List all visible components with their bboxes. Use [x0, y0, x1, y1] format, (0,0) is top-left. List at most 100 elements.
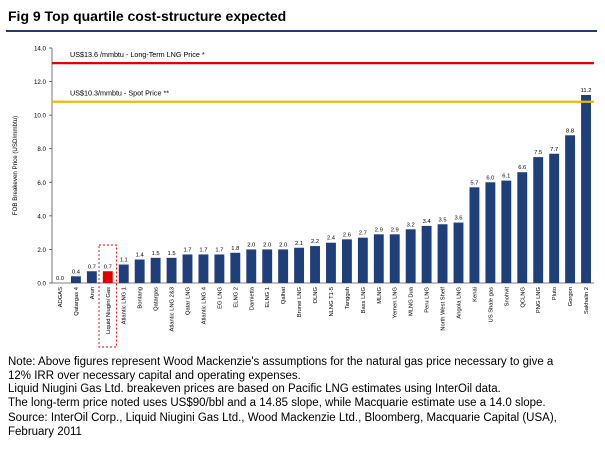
reference-line-label-0: US$13.6 /mmbtu - Long-Term LNG Price * [70, 50, 205, 59]
bar-33 [581, 95, 591, 283]
data-label-3: 0.7 [104, 264, 112, 270]
category-label-13: ELNG 1 [265, 287, 271, 308]
note-line-1: Note: Above figures represent Wood Macke… [8, 356, 554, 368]
category-label-2: Arun [90, 287, 96, 299]
category-label-16: OLNG [313, 287, 319, 304]
data-label-25: 3.6 [454, 216, 462, 222]
y-tick-label: 14.0 [34, 46, 47, 53]
data-label-18: 2.6 [343, 232, 351, 238]
bar-26 [469, 187, 480, 283]
category-label-19: Bass LNG [361, 287, 367, 314]
bar-21 [389, 234, 400, 283]
data-label-2: 0.7 [88, 264, 96, 270]
category-label-10: EG LNG [217, 287, 223, 309]
category-label-0: ADGAS [58, 287, 64, 307]
bar-27 [485, 182, 496, 283]
data-label-0: 0.0 [56, 276, 64, 282]
data-label-4: 1.1 [120, 258, 128, 264]
data-label-15: 2.1 [295, 241, 303, 247]
data-label-31: 7.7 [550, 147, 558, 153]
data-label-5: 1.4 [136, 253, 145, 259]
category-label-1: Qatargas 4 [74, 286, 80, 315]
data-label-9: 1.7 [199, 247, 207, 253]
y-tick-label: 4.0 [37, 213, 46, 220]
category-label-21: Yemen LNG [393, 287, 399, 319]
category-label-7: Atlantic LNG 2&3 [170, 287, 176, 331]
y-tick-label: 8.0 [37, 146, 46, 153]
y-axis-label: FOB Breakeven Price (USD/mmbtu) [12, 116, 19, 215]
bar-2 [86, 271, 97, 283]
category-label-8: Qatar LNG [186, 287, 192, 316]
bar-18 [341, 239, 352, 283]
data-label-12: 2.0 [247, 242, 255, 248]
data-label-11: 1.8 [231, 246, 239, 252]
category-label-5: Bontang [138, 287, 144, 309]
y-tick-label: 2.0 [37, 247, 46, 254]
bar-23 [421, 225, 432, 283]
category-label-12: Damietta [249, 286, 255, 310]
category-label-31: Pluto [552, 287, 558, 300]
highlight-box [98, 244, 118, 348]
bar-24 [437, 224, 448, 283]
data-label-7: 1.5 [168, 251, 176, 257]
bar-6 [150, 257, 161, 283]
category-label-18: Tangguh [345, 287, 351, 309]
bar-chart: FOB Breakeven Price (USD/mmbtu) 0.0 2.0 4.0… [12, 46, 594, 348]
data-label-22: 3.2 [407, 222, 415, 228]
bar-1 [70, 276, 81, 283]
data-label-19: 2.7 [359, 231, 367, 237]
data-label-6: 1.5 [152, 251, 160, 257]
title-divider [6, 30, 597, 32]
data-label-13: 2.0 [263, 242, 271, 248]
bar-7 [166, 257, 177, 283]
note-line-3: Liquid Niugini Gas Ltd. breakeven prices… [8, 383, 501, 396]
data-label-27: 6.0 [486, 175, 494, 181]
bar-14 [278, 249, 289, 283]
bar-25 [453, 222, 464, 283]
note-line-2: 12% IRR over necessary capital and opera… [8, 369, 301, 382]
source-note: Source: InterOil Corp., Liquid Niugini G… [8, 412, 557, 438]
category-label-14: Qalhat [281, 287, 287, 304]
category-label-3: Liquid Niugini Gas [106, 287, 112, 334]
category-label-15: Brunei LNG [297, 287, 303, 318]
bar-30 [533, 157, 544, 283]
bar-11 [230, 252, 241, 283]
category-label-33: Sakhalin 2 [584, 287, 590, 314]
data-label-1: 0.4 [72, 269, 81, 275]
bar-5 [134, 259, 145, 283]
bar-13 [262, 249, 273, 283]
bar-17 [326, 242, 336, 283]
category-label-32: Gorgon [568, 287, 574, 306]
data-label-16: 2.2 [311, 239, 319, 245]
reference-line-label-1: US$10.3/mmbtu - Spot Price ** [70, 89, 169, 98]
category-label-17: NLNG T1-5 [329, 287, 335, 317]
bar-8 [182, 254, 193, 283]
data-label-10: 1.7 [215, 247, 223, 253]
category-label-24: North West Shelf [441, 287, 447, 331]
category-label-11: ELNG 2 [233, 287, 239, 308]
data-label-28: 6.1 [502, 174, 510, 180]
data-label-17: 2.4 [327, 236, 336, 242]
notes-block: Note: Above figures represent Wood Macke… [8, 356, 598, 440]
data-label-8: 1.7 [183, 247, 191, 253]
data-label-30: 7.5 [534, 150, 542, 156]
y-tick-label: 10.0 [34, 113, 47, 120]
y-tick-label: 6.0 [37, 180, 46, 187]
bar-19 [357, 237, 368, 283]
data-label-23: 3.4 [423, 219, 432, 225]
category-label-20: MLNG [377, 287, 383, 304]
category-label-4: Atlantic LNG 1 [122, 287, 128, 324]
bar-15 [294, 247, 305, 283]
bar-29 [517, 172, 528, 283]
bar-32 [565, 135, 576, 283]
data-label-24: 3.5 [439, 217, 447, 223]
data-label-32: 8.8 [566, 128, 574, 134]
data-label-21: 2.9 [391, 227, 399, 233]
category-label-26: Kenai [472, 287, 478, 302]
data-label-14: 2.0 [279, 242, 287, 248]
y-tick-label: 0.0 [37, 281, 46, 288]
bar-9 [198, 254, 209, 283]
category-label-23: Peru LNG [425, 287, 431, 313]
bar-12 [246, 249, 257, 283]
data-label-20: 2.9 [375, 227, 383, 233]
